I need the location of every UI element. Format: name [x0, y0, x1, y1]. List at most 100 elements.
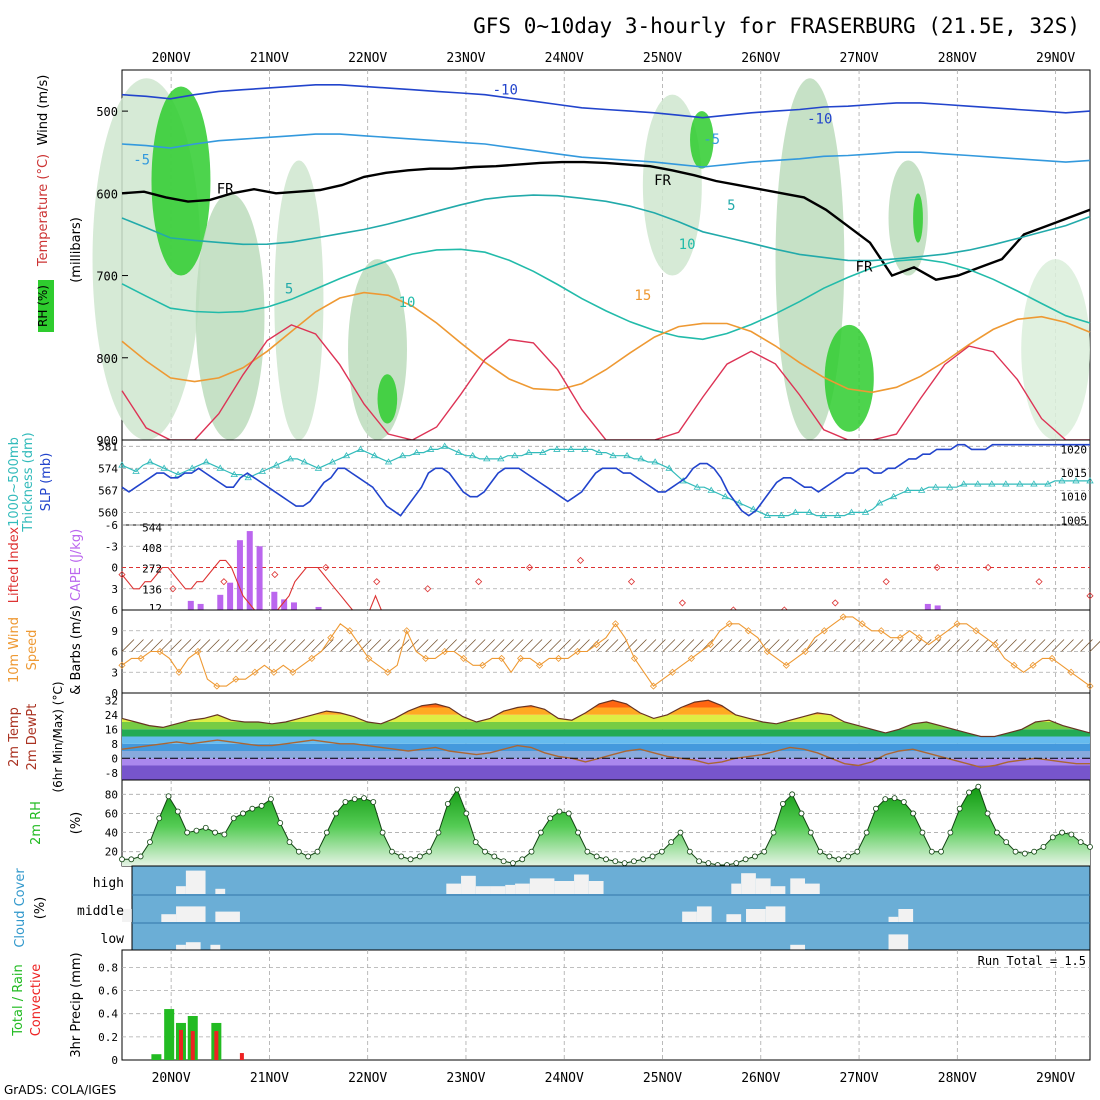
rh-marker: [463, 810, 470, 817]
cloud-ylabel-1: Cloud Cover: [13, 868, 28, 948]
wind-marker: [687, 654, 695, 662]
rh-marker: [612, 858, 619, 865]
cloud-high-bar: [505, 884, 516, 894]
wind-marker: [763, 647, 771, 656]
thickness-marker: [356, 445, 365, 452]
wind-marker: [554, 654, 563, 662]
thickness-marker: [118, 461, 126, 468]
cloud-high-bar: [515, 883, 530, 894]
rh-marker: [621, 860, 628, 867]
temp-y-tick: 32: [105, 694, 118, 707]
rh-marker: [640, 856, 647, 863]
rh-marker: [733, 860, 740, 867]
rh-marker: [1068, 831, 1075, 838]
wind-barb: [767, 639, 780, 652]
wind-marker: [839, 613, 847, 621]
thickness-marker: [188, 464, 196, 471]
temp-y-tick: 24: [105, 709, 119, 722]
rh-marker: [1059, 829, 1065, 836]
wind-marker: [213, 682, 221, 690]
wind-barb: [529, 639, 543, 652]
wind-barb: [368, 639, 382, 652]
bottom-date-label: 25NOV: [643, 1071, 682, 1086]
thickness-marker: [946, 483, 954, 490]
wind-marker: [251, 668, 259, 676]
precip-ylabel-3: 3hr Precip (mm): [69, 952, 84, 1057]
rh-marker: [1003, 839, 1010, 846]
top-date-label: 28NOV: [938, 51, 977, 66]
thickness-marker: [398, 451, 407, 459]
contour-label: -5: [133, 153, 150, 169]
wind-barb: [861, 639, 875, 652]
thickness-marker: [609, 451, 617, 459]
wind-marker: [289, 668, 297, 676]
rh-marker: [426, 848, 433, 855]
rh-marker: [295, 848, 302, 855]
top-date-label: 25NOV: [643, 51, 682, 66]
upper-ylabel-rh: RH (%): [36, 285, 50, 327]
rh-marker: [184, 829, 191, 836]
thickness-marker: [960, 480, 968, 487]
lifted-marker: [322, 563, 330, 572]
wind-marker: [801, 647, 809, 656]
top-date-label: 26NOV: [741, 51, 780, 66]
cape-bar: [315, 606, 322, 610]
wind-marker: [365, 654, 373, 662]
precip-convective-bar: [239, 1053, 244, 1060]
wind-barb: [159, 639, 173, 652]
wind-marker: [118, 661, 126, 669]
wind-barb: [776, 639, 790, 652]
rh-marker: [416, 853, 423, 860]
precip-y-tick: 0.4: [98, 1008, 118, 1021]
lifted-marker: [984, 563, 992, 572]
cloud-level-low: low: [101, 932, 125, 947]
wind-y-tick: 9: [111, 625, 118, 638]
wind-barb: [615, 639, 628, 652]
rh-marker: [956, 805, 963, 812]
wind-barb: [207, 639, 220, 652]
lifted-marker: [576, 556, 585, 564]
top-date-label: 21NOV: [250, 51, 289, 66]
rh-marker: [491, 853, 498, 860]
rh-y-tick: 40: [105, 827, 118, 840]
wind-marker: [308, 654, 316, 662]
precip-total-bar: [164, 1009, 175, 1060]
wind-barb: [178, 639, 192, 652]
thickness-marker: [693, 483, 701, 490]
thickness-marker: [791, 508, 800, 515]
cloud-high-bar: [588, 881, 604, 894]
wind-marker: [953, 620, 961, 628]
wind-barb: [245, 639, 258, 652]
cloud-high-bar: [574, 874, 589, 894]
rh-marker: [575, 829, 581, 836]
precip-convective-bar: [190, 1031, 195, 1060]
wind-barb: [188, 639, 201, 652]
lifted-marker: [627, 578, 636, 586]
wind-barb: [691, 639, 704, 652]
contour-minus5: [121, 133, 1091, 168]
wind-barb: [121, 639, 135, 652]
wind-marker: [479, 661, 487, 669]
rh-marker: [928, 848, 935, 855]
wind-marker: [232, 675, 240, 683]
thickness-marker: [216, 464, 224, 471]
cloud-ylabel-2: (%): [33, 897, 48, 920]
cape-bar: [934, 605, 941, 610]
rh-marker: [705, 860, 712, 867]
upper-ylabel-wind: Wind (m/s): [36, 75, 51, 146]
thickness-marker: [426, 445, 435, 452]
cape-bar: [281, 599, 288, 610]
thickness-marker: [847, 508, 856, 515]
rh-marker: [537, 829, 544, 836]
thickness-y-tick: 581: [98, 440, 118, 453]
precip-y-tick: 0.6: [98, 985, 118, 998]
wind-marker: [517, 654, 525, 662]
wind-barb: [624, 639, 638, 652]
contour-label: -10: [807, 111, 832, 127]
precip-y-tick: 0.8: [98, 961, 118, 974]
rh-marker: [137, 853, 144, 860]
grads-credit: GrADS: COLA/IGES: [4, 1083, 116, 1097]
thickness-marker: [146, 458, 154, 465]
rh-marker: [826, 853, 833, 860]
